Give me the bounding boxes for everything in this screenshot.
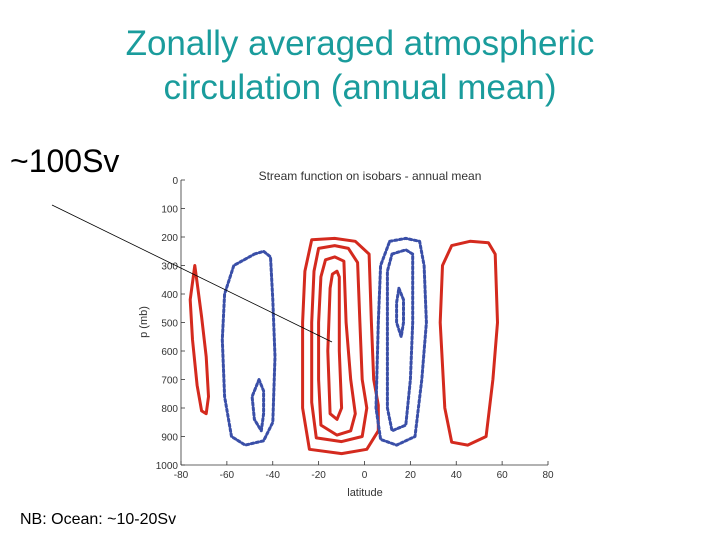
callout-pointer-line (51, 204, 333, 343)
negative-contour (385, 248, 415, 433)
positive-contour (188, 264, 210, 416)
negative-contour (250, 378, 266, 433)
x-tick-label: 20 (405, 470, 417, 481)
footnote: NB: Ocean: ~10-20Sv (20, 511, 177, 528)
x-tick-label: -20 (311, 470, 326, 481)
x-axis-label: latitude (347, 487, 382, 499)
y-tick-label: 900 (161, 433, 178, 444)
x-tick-label: -80 (174, 470, 189, 481)
negative-contour (374, 236, 428, 447)
y-tick-label: 400 (161, 290, 178, 301)
y-tick-label: 700 (161, 376, 178, 387)
slide-title-line-2: circulation (annual mean) (163, 68, 557, 107)
y-tick-label: 200 (161, 233, 178, 244)
chart-title: Stream function on isobars - annual mean (259, 169, 482, 183)
contour-lines (188, 236, 499, 456)
y-tick-label: 1000 (156, 461, 179, 472)
y-tick-label: 100 (161, 205, 178, 216)
negative-contour (395, 286, 405, 339)
x-tick-label: 0 (362, 470, 368, 481)
y-tick-label: 600 (161, 347, 178, 358)
y-axis-label: p (mb) (138, 306, 150, 338)
x-tick-label: 40 (451, 470, 463, 481)
positive-contour (317, 255, 357, 437)
slide-title: Zonally averaged atmospheric circulation… (0, 22, 720, 110)
x-tick-label: -40 (266, 470, 281, 481)
x-tick-label: 80 (542, 470, 554, 481)
positive-contour (310, 244, 369, 444)
figure-background (150, 160, 562, 500)
y-tick-label: 0 (172, 176, 178, 187)
x-tick-label: 60 (497, 470, 509, 481)
negative-contour (220, 249, 277, 447)
y-tick-label: 300 (161, 262, 178, 273)
positive-contour (438, 239, 499, 447)
x-tick-label: -60 (220, 470, 235, 481)
positive-contour (326, 269, 344, 421)
y-tick-label: 500 (161, 319, 178, 330)
slide-title-line-1: Zonally averaged atmospheric (125, 24, 595, 63)
y-tick-label: 800 (161, 404, 178, 415)
callout-label: ~100Sv (10, 143, 120, 179)
